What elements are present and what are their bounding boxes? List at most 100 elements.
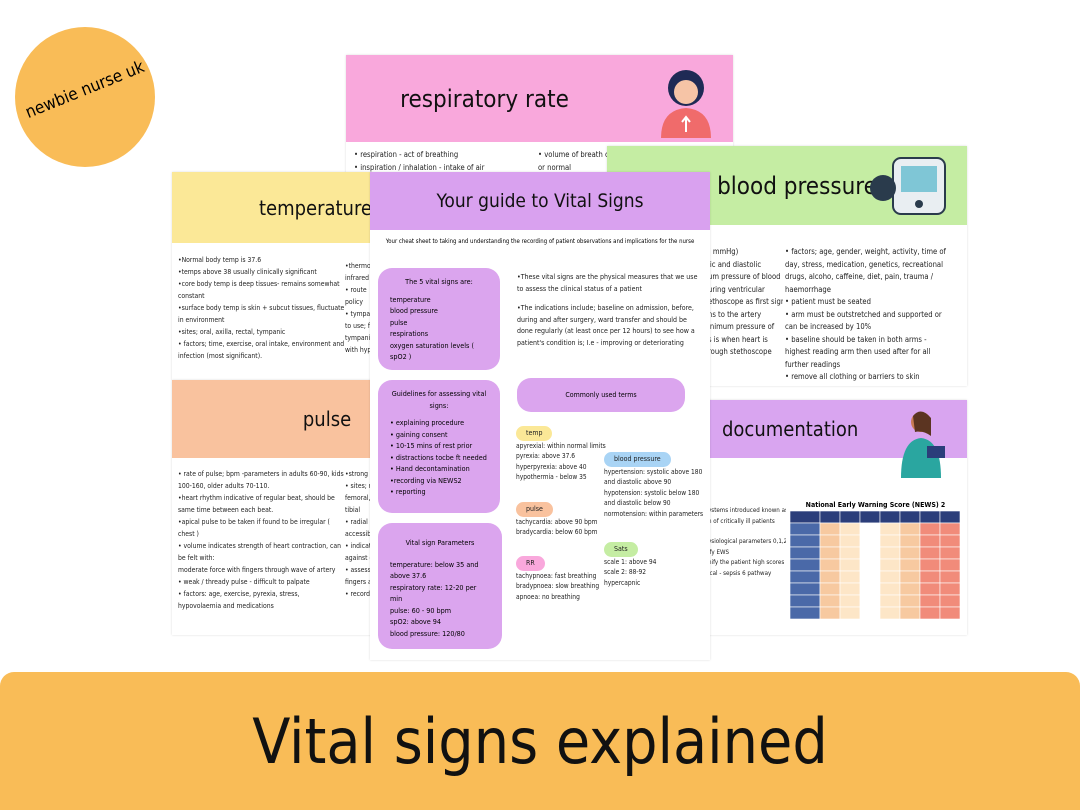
temp-text-right: •thermom infrared • route policy • tympan to … <box>345 260 372 356</box>
text-line: bradycardia: below 60 bpm <box>516 528 598 536</box>
bp-text-right: • factors; age, gender, weight, activity… <box>785 246 953 384</box>
text-line: ical - sepsis 6 pathway <box>708 569 772 577</box>
term-list: hypertension: systolic above 180 and dias… <box>604 467 704 520</box>
news-cell <box>859 558 881 572</box>
text-line: • respiration - act of breathing <box>354 150 459 159</box>
terms-bp: blood pressure hypertension: systolic abo… <box>604 452 704 519</box>
news-cell <box>819 606 841 620</box>
news-cell <box>879 546 901 560</box>
text-line: infrared <box>345 274 369 282</box>
news-cell <box>839 606 861 620</box>
text-line: tachycardia: above 90 bpm <box>516 517 598 526</box>
news-cell <box>790 570 821 584</box>
doc-text: ystems introduced known as n of criticall… <box>708 506 786 579</box>
news-cell <box>879 594 901 608</box>
text-line: •sites; oral, axilla, rectal, tympanic <box>178 328 286 336</box>
news-cell <box>839 558 861 572</box>
news-cell <box>839 511 861 524</box>
news-cell <box>859 546 881 560</box>
text-line: •thermom <box>345 262 372 270</box>
box-heading: Guidelines for assessing vital signs: <box>391 389 487 410</box>
term-list: apyrexial: within normal limits pyrexia: … <box>516 441 611 483</box>
text-line: • arm must be outstretched and supported… <box>785 309 942 332</box>
news-cell <box>939 582 961 596</box>
term-list: tachypnoea: fast breathing bradypnoea: sl… <box>516 571 611 603</box>
text-line: to use; fl <box>345 322 372 330</box>
text-line: um pressure of blood <box>708 272 781 281</box>
text-line: hypercapnic <box>604 578 641 587</box>
text-line: inimum pressure of <box>708 322 775 331</box>
news-cell <box>919 606 941 620</box>
resp-icon <box>661 70 711 138</box>
text-line: • 10-15 mins of rest prior <box>390 441 473 450</box>
pulse-text: • rate of pulse; bpm -parameters in adul… <box>178 468 344 612</box>
text-line: pulse <box>390 317 408 327</box>
text-line: n of critically ill patients <box>708 517 775 525</box>
news-table <box>790 511 961 620</box>
news-title: National Early Warning Score (NEWS) 2 <box>805 501 946 509</box>
text-line: • sites; r <box>345 482 372 490</box>
news-cell <box>879 582 901 596</box>
news-cell <box>919 534 941 548</box>
text-line: • factors: age, exercise, pyrexia, stres… <box>178 590 300 610</box>
text-line: ns to the artery <box>708 309 762 319</box>
news-cell <box>919 546 941 560</box>
news-cell <box>790 534 821 548</box>
guide-title: Your guide to Vital Signs <box>370 172 710 230</box>
news-cell <box>939 594 961 608</box>
doc-page: documentation ystems introduced known as… <box>708 400 967 635</box>
news-cell <box>790 594 821 608</box>
temp-page: temperature •Normal body temp is 37.6 •te… <box>172 172 372 380</box>
text-line: • factors; time, exercise, oral intake, … <box>178 340 345 360</box>
text-line: policy <box>345 298 364 306</box>
text-line <box>708 527 786 537</box>
news-cell <box>919 594 941 608</box>
news-cell <box>879 606 901 620</box>
news-cell <box>819 570 841 584</box>
news-cell <box>899 534 921 548</box>
news-cell <box>899 558 921 572</box>
news-cell <box>790 546 821 560</box>
text-line: s is when heart is <box>708 334 768 344</box>
terms-sats: Sats scale 1: above 94 scale 2: 88-92 hyper… <box>604 542 704 588</box>
box-vitals: The 5 vital signs are: temperature blood p… <box>378 268 500 370</box>
news-cell <box>819 534 841 548</box>
news-cell <box>939 522 961 536</box>
pulse-page: pulse • rate of pulse; bpm -parameters i… <box>172 380 372 635</box>
text-line: • route <box>345 286 367 294</box>
text-line: blood pressure: 120/80 <box>390 628 465 638</box>
text-line: fingers a <box>345 578 372 586</box>
text-line: pulse: 60 - 90 bpm <box>390 605 452 615</box>
news-cell <box>879 534 901 548</box>
news-cell <box>879 522 901 536</box>
text-line: lic and diastolic <box>708 259 762 269</box>
term-tag: RR <box>516 556 545 571</box>
news-cell <box>859 582 881 596</box>
text-line: • factors; age, gender, weight, activity… <box>785 247 946 294</box>
text-line: • volume of breath ca <box>538 150 613 159</box>
news-cell <box>839 534 861 548</box>
text-line: hypotension: systolic below 180 <box>604 488 700 497</box>
news-cell <box>790 582 821 596</box>
news-cell <box>899 511 921 524</box>
text-line: blood pressure <box>390 306 438 315</box>
term-list: tachycardia: above 90 bpm bradycardia: be… <box>516 517 611 538</box>
text-line: •temps above 38 usually clinically signi… <box>178 268 317 276</box>
text-line: nify the patient high scores <box>708 559 785 566</box>
text-line: • inspiration / inhalation - intake of a… <box>354 162 485 172</box>
news-cell <box>899 546 921 560</box>
text-line: • indicat <box>345 542 372 550</box>
news-cell <box>899 606 921 620</box>
text-line: • remove all clothing or barriers to ski… <box>785 372 920 381</box>
text-line: • volume indicates strength of heart con… <box>178 542 342 562</box>
news-cell <box>879 511 901 524</box>
term-tag: blood pressure <box>604 452 671 467</box>
box-guidelines: Guidelines for assessing vital signs: • e… <box>378 380 500 513</box>
terms-heading: Commonly used terms <box>517 378 685 412</box>
text-line: respirations <box>390 329 429 338</box>
text-line: •The indications include; baseline on ad… <box>517 304 695 347</box>
text-line: femoral, <box>345 494 371 502</box>
news-cell <box>919 570 941 584</box>
text-line: bradypnoea: slow breathing <box>516 582 600 590</box>
